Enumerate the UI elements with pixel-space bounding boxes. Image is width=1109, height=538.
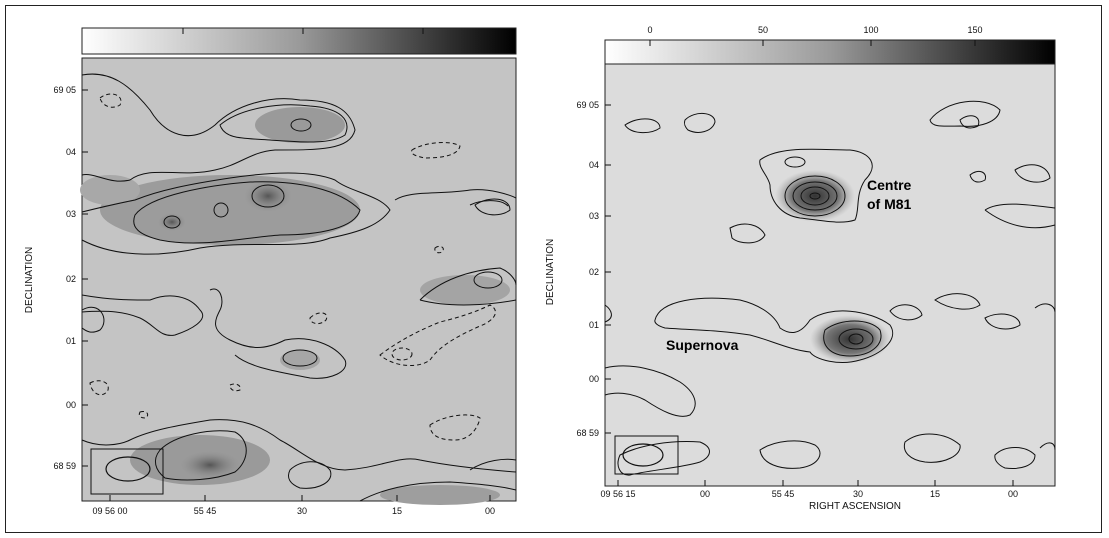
left-map-panel: 69 05 04 03 02 01 00 68 59 09 56 00 55 4… bbox=[24, 27, 517, 516]
left-ra-tick: 00 bbox=[485, 506, 495, 516]
right-beam-box bbox=[614, 435, 679, 475]
right-dec-tick: 69 05 bbox=[576, 100, 599, 110]
left-dec-tick: 04 bbox=[66, 147, 76, 157]
right-colorbar-ticks bbox=[649, 40, 976, 46]
right-map-image bbox=[604, 63, 1056, 487]
right-beam-ellipse bbox=[622, 443, 664, 467]
left-beam-box bbox=[90, 448, 164, 495]
right-colorbar bbox=[604, 39, 1056, 65]
left-ra-tick: 09 56 00 bbox=[92, 506, 127, 516]
left-beam-ellipse bbox=[105, 456, 151, 482]
annotation-centre-line2: of M81 bbox=[867, 196, 912, 212]
left-colorbar bbox=[81, 27, 517, 55]
right-ra-tick: 15 bbox=[930, 489, 940, 499]
left-ylabel: DECLINATION bbox=[24, 247, 35, 314]
left-dec-tick: 68 59 bbox=[53, 461, 76, 471]
annotation-supernova: Supernova bbox=[666, 337, 739, 353]
right-ra-tick: 30 bbox=[853, 489, 863, 499]
right-colorbar-tick: 0 bbox=[647, 25, 652, 35]
right-map-panel: 0 50 100 150 bbox=[545, 25, 1056, 512]
left-ra-tick: 30 bbox=[297, 506, 307, 516]
right-ra-tick: 00 bbox=[1008, 489, 1018, 499]
right-colorbar-tick: 100 bbox=[863, 25, 878, 35]
right-ra-tick: 55 45 bbox=[772, 489, 795, 499]
left-ra-tick-labels: 09 56 00 55 45 30 15 00 bbox=[92, 506, 495, 516]
right-dec-tick: 03 bbox=[589, 211, 599, 221]
left-ra-tick: 55 45 bbox=[194, 506, 217, 516]
left-dec-tick: 03 bbox=[66, 209, 76, 219]
right-colorbar-tick: 150 bbox=[967, 25, 982, 35]
right-ylabel: DECLINATION bbox=[545, 239, 556, 306]
right-dec-tick: 68 59 bbox=[576, 428, 599, 438]
annotation-centre-line1: Centre bbox=[867, 177, 912, 193]
left-dec-tick: 00 bbox=[66, 400, 76, 410]
left-dec-tick: 69 05 bbox=[53, 85, 76, 95]
right-axis-ticks bbox=[605, 104, 1014, 486]
left-colorbar-ticks bbox=[182, 28, 424, 34]
right-ra-tick-labels: 09 56 15 00 55 45 30 15 00 bbox=[600, 489, 1018, 499]
left-axis-ticks bbox=[82, 89, 491, 501]
right-colorbar-tick: 50 bbox=[758, 25, 768, 35]
right-dec-tick: 01 bbox=[589, 320, 599, 330]
right-ra-tick: 09 56 15 bbox=[600, 489, 635, 499]
right-ra-tick: 00 bbox=[700, 489, 710, 499]
right-dec-tick-labels: 69 05 04 03 02 01 00 68 59 bbox=[576, 100, 599, 438]
right-dec-tick: 02 bbox=[589, 267, 599, 277]
right-dec-tick: 00 bbox=[589, 374, 599, 384]
right-colorbar-tick-labels: 0 50 100 150 bbox=[647, 25, 982, 35]
left-dec-tick: 02 bbox=[66, 274, 76, 284]
left-ra-tick: 15 bbox=[392, 506, 402, 516]
left-map-contours bbox=[81, 73, 517, 502]
left-dec-tick-labels: 69 05 04 03 02 01 00 68 59 bbox=[53, 85, 76, 471]
left-dec-tick: 01 bbox=[66, 336, 76, 346]
right-xlabel: RIGHT ASCENSION bbox=[809, 501, 901, 512]
right-dec-tick: 04 bbox=[589, 160, 599, 170]
